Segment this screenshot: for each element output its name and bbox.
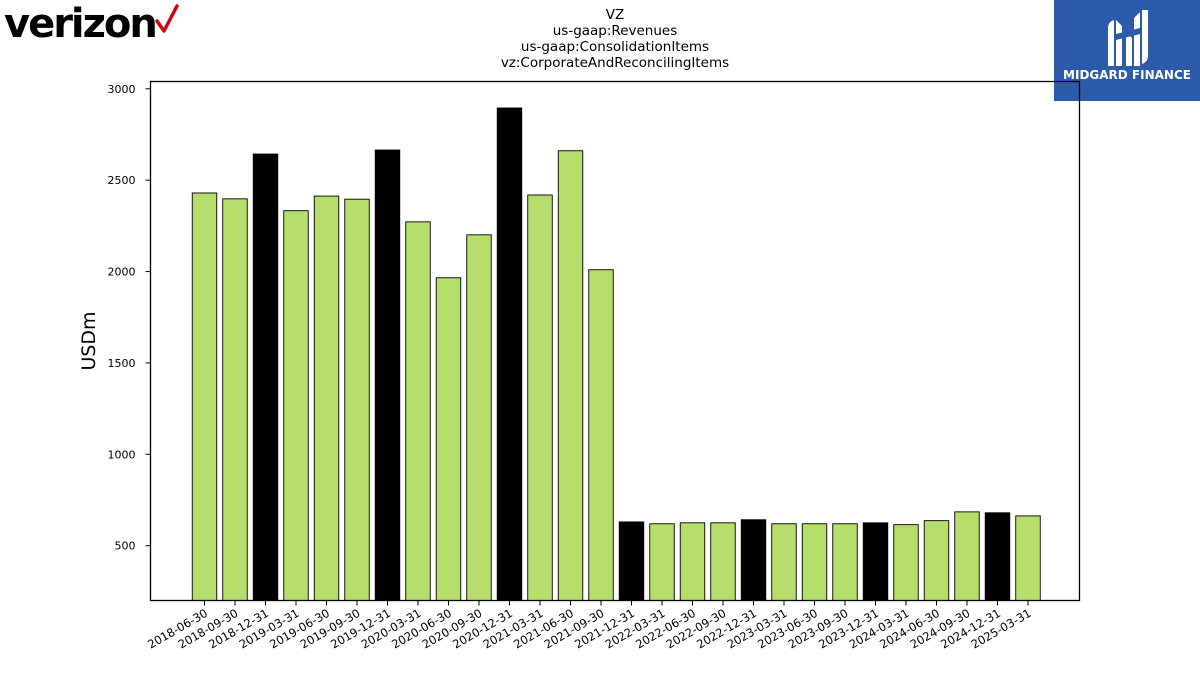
bar-2024-03-31 xyxy=(893,524,919,601)
bar-2020-03-31 xyxy=(405,221,431,601)
plot-frame xyxy=(149,80,1081,602)
bar-2018-12-31 xyxy=(252,153,279,601)
verizon-wordmark: verizon xyxy=(4,1,158,47)
y-tick-label: 3000 xyxy=(108,83,136,96)
bar-2018-06-30 xyxy=(191,192,218,601)
bar-2019-12-31 xyxy=(374,149,401,601)
chart-title: VZ xyxy=(605,7,625,23)
bar-2022-03-31 xyxy=(649,523,675,601)
chart-subtitle-1: us-gaap:Revenues xyxy=(552,23,678,39)
bar-2024-09-30 xyxy=(954,511,980,601)
bar-2019-09-30 xyxy=(344,198,370,601)
y-tick-label: 500 xyxy=(115,540,136,553)
verizon-logo: verizon xyxy=(4,2,179,46)
chart-subtitle-3: vz:CorporateAndReconcilingItems xyxy=(500,55,730,71)
bar-2019-06-30 xyxy=(313,195,340,601)
bar-2022-09-30 xyxy=(710,522,736,601)
y-tick-label: 2000 xyxy=(108,266,136,279)
bar-2023-09-30 xyxy=(832,523,858,601)
chart-title-block: VZ us-gaap:Revenues us-gaap:Consolidatio… xyxy=(400,7,830,71)
bar-2021-12-31 xyxy=(618,521,645,601)
y-tick-label: 2500 xyxy=(108,174,136,187)
bar-2024-06-30 xyxy=(923,520,950,601)
bar-2021-06-30 xyxy=(557,150,584,601)
bar-2018-09-30 xyxy=(222,198,248,601)
y-tick-label: 1000 xyxy=(108,448,136,461)
bar-2025-03-31 xyxy=(1015,515,1041,601)
bar-2021-03-31 xyxy=(527,194,553,601)
checkmark-icon xyxy=(155,4,179,33)
bar-2023-06-30 xyxy=(801,523,828,601)
bar-2019-03-31 xyxy=(283,210,309,601)
bar-2021-09-30 xyxy=(588,269,614,601)
y-axis: 500 1000 1500 2000 2500 3000 xyxy=(108,83,151,553)
bar-2023-12-31 xyxy=(862,522,889,601)
y-tick-label: 1500 xyxy=(108,357,136,370)
midgard-mark-icon xyxy=(1108,10,1148,66)
midgard-brand-text: MIDGARD FINANCE xyxy=(1063,68,1191,82)
bar-2022-06-30 xyxy=(679,522,706,601)
bars-group xyxy=(191,107,1041,601)
midgard-finance-logo: MIDGARD FINANCE xyxy=(1054,0,1200,101)
x-axis: 2018-06-302018-09-302018-12-312019-03-31… xyxy=(145,600,1034,652)
bar-2022-12-31 xyxy=(740,519,767,601)
bar-2020-06-30 xyxy=(435,277,462,601)
bar-2024-12-31 xyxy=(984,512,1011,601)
bar-2020-12-31 xyxy=(496,107,523,601)
y-axis-label: USDm xyxy=(78,311,100,370)
bar-2023-03-31 xyxy=(771,523,797,601)
chart-subtitle-2: us-gaap:ConsolidationItems xyxy=(520,39,710,55)
bar-2020-09-30 xyxy=(466,234,492,601)
